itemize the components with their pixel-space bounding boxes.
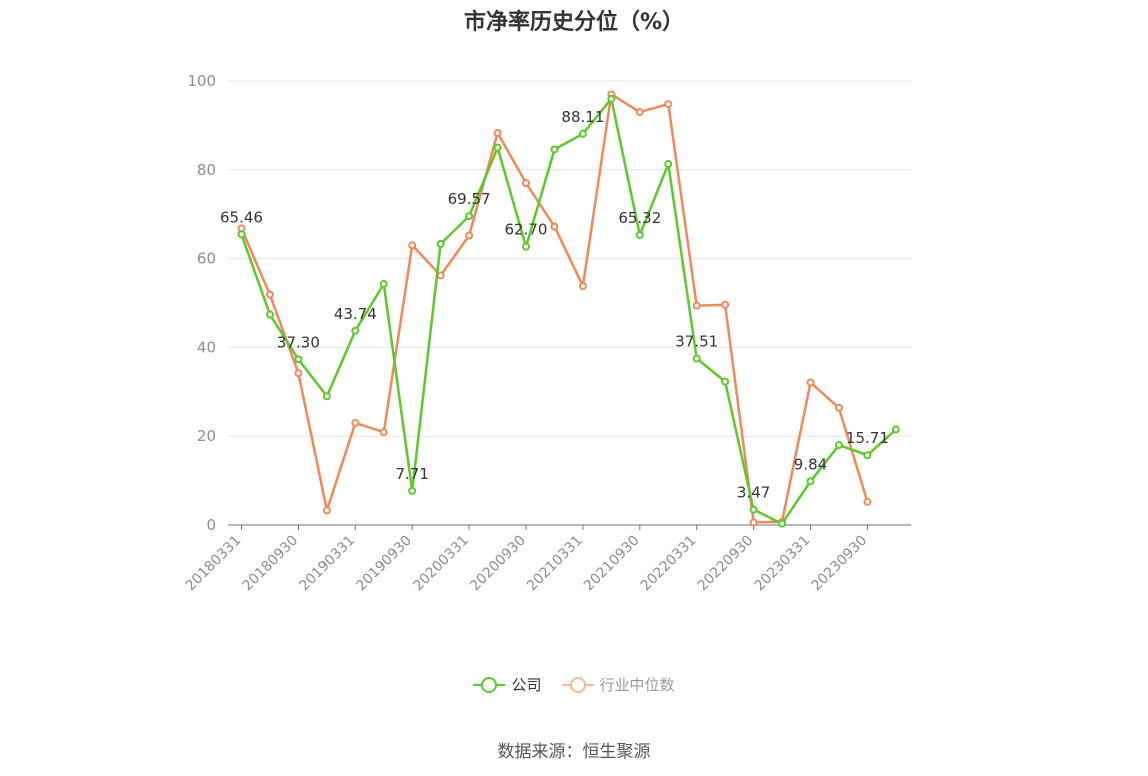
- data-point-0: [891, 425, 900, 434]
- data-point-0: [522, 242, 530, 251]
- data-point-1: [436, 271, 445, 280]
- legend-item-company[interactable]: 公司: [473, 674, 542, 695]
- x-tick-label: 20210930: [581, 533, 643, 595]
- data-point-1: [578, 282, 587, 291]
- data-point-0: [265, 310, 274, 319]
- y-tick-label: 40: [197, 338, 216, 356]
- data-point-1: [379, 428, 388, 437]
- data-point-1: [692, 301, 701, 310]
- data-label: 15.71: [846, 429, 889, 447]
- data-label: 88.11: [561, 108, 604, 126]
- x-tick-label: 20230930: [809, 533, 871, 595]
- data-point-0: [721, 377, 730, 386]
- data-point-0: [351, 326, 360, 335]
- legend-label-industry: 行业中位数: [599, 676, 675, 694]
- data-point-0: [863, 451, 872, 460]
- data-point-1: [550, 222, 559, 231]
- data-point-0: [379, 279, 388, 288]
- data-label: 3.47: [737, 484, 770, 502]
- x-tick-label: 20190331: [296, 533, 358, 595]
- y-tick-label: 60: [197, 250, 216, 268]
- data-point-0: [578, 129, 587, 138]
- x-tick-label: 20190930: [353, 533, 415, 595]
- legend-marker-industry: [561, 675, 594, 695]
- data-point-0: [806, 477, 815, 486]
- data-point-0: [635, 230, 644, 239]
- data-point-0: [550, 145, 559, 154]
- data-point-0: [294, 355, 303, 364]
- x-tick-label: 20180930: [240, 533, 302, 595]
- data-point-0: [834, 441, 843, 450]
- data-point-1: [493, 128, 502, 137]
- data-point-0: [778, 519, 787, 528]
- data-point-1: [408, 241, 417, 250]
- legend: 公司 行业中位数: [0, 674, 1148, 695]
- y-tick-label: 80: [197, 161, 216, 179]
- data-label: 69.57: [448, 190, 491, 208]
- data-point-1: [635, 108, 644, 117]
- data-point-1: [806, 378, 815, 387]
- data-label: 65.32: [618, 209, 661, 227]
- data-point-1: [721, 300, 730, 309]
- data-label: 65.46: [220, 208, 263, 226]
- series-line-0: [240, 97, 897, 525]
- data-point-1: [834, 403, 843, 412]
- x-tick-label: 20230331: [752, 533, 814, 595]
- data-point-1: [322, 506, 331, 515]
- data-point-1: [465, 231, 474, 240]
- x-tick-label: 20200930: [467, 533, 529, 595]
- x-tick-label: 20200331: [410, 533, 472, 595]
- data-label: 62.70: [505, 221, 548, 239]
- y-tick-label: 100: [187, 72, 216, 90]
- data-label: 37.30: [277, 333, 320, 351]
- data-source: 数据来源：恒生聚源: [497, 742, 651, 762]
- x-tick-label: 20220331: [638, 533, 700, 595]
- data-point-1: [749, 518, 758, 527]
- data-point-0: [664, 160, 673, 169]
- data-point-1: [351, 418, 360, 427]
- data-point-0: [436, 239, 445, 248]
- data-point-0: [322, 392, 331, 401]
- legend-label-company: 公司: [511, 676, 542, 694]
- data-point-1: [664, 100, 673, 109]
- data-point-1: [863, 497, 872, 506]
- x-tick-label: 20180331: [183, 533, 245, 595]
- data-label: 37.51: [675, 332, 718, 350]
- data-point-0: [607, 94, 616, 103]
- legend-marker-company: [473, 675, 506, 695]
- data-point-0: [465, 212, 474, 221]
- data-label: 43.74: [334, 305, 377, 323]
- y-tick-label: 20: [197, 427, 216, 445]
- data-point-0: [692, 354, 701, 363]
- legend-item-industry[interactable]: 行业中位数: [561, 674, 675, 695]
- data-point-1: [294, 369, 303, 378]
- data-point-0: [408, 486, 417, 495]
- data-point-1: [522, 179, 530, 188]
- x-tick-label: 20220930: [695, 533, 757, 595]
- data-label: 7.71: [395, 465, 428, 483]
- chart-title: 市净率历史分位（%）: [463, 10, 685, 35]
- data-point-0: [493, 143, 502, 152]
- data-point-0: [237, 230, 246, 239]
- data-point-1: [265, 290, 274, 299]
- data-point-0: [749, 505, 758, 514]
- data-label: 9.84: [794, 455, 827, 473]
- x-tick-label: 20210331: [524, 533, 586, 595]
- y-tick-label: 0: [206, 516, 216, 534]
